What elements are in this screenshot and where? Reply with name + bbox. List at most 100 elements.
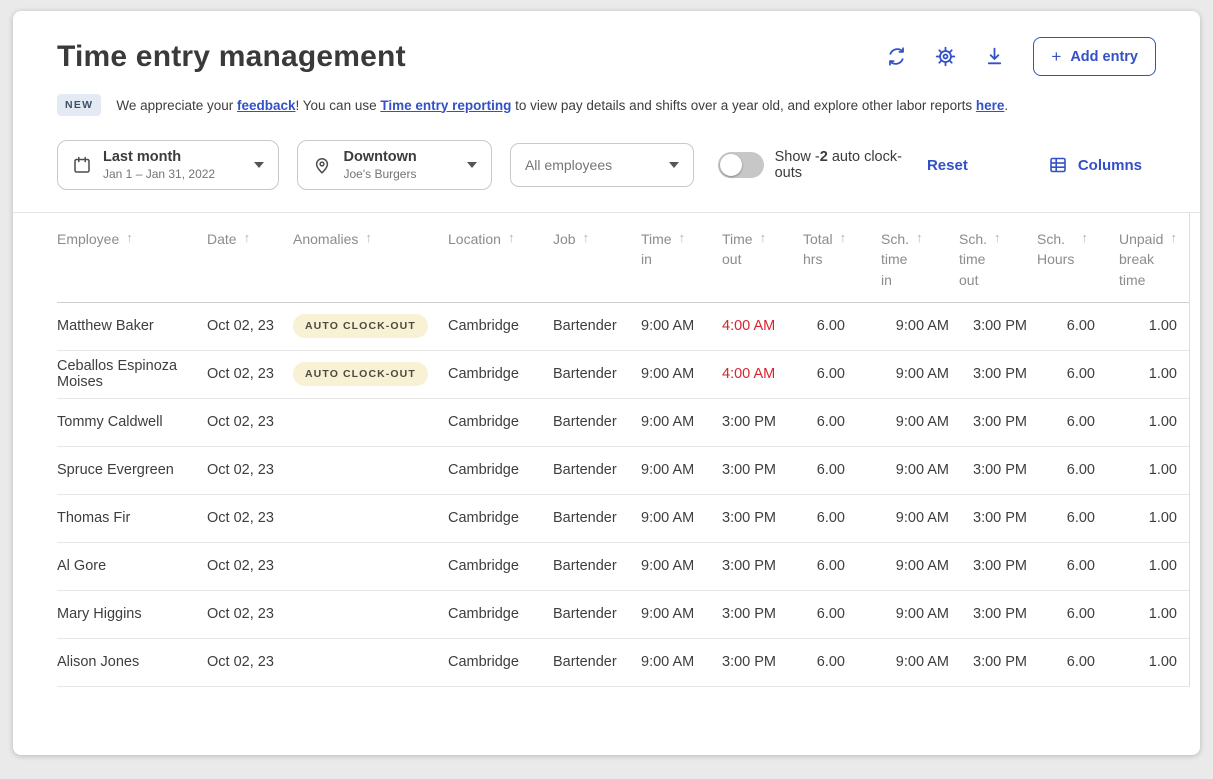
cell-job: Bartender <box>553 462 617 479</box>
download-button[interactable] <box>984 46 1005 67</box>
banner-link[interactable]: feedback <box>236 97 296 113</box>
column-header-date[interactable]: Date ↑ <box>207 229 293 249</box>
column-header-time_in[interactable]: Time in ↑ <box>641 229 722 270</box>
cell-sch_time_out: 3:00 PM <box>973 318 1027 335</box>
table-header-row: Employee ↑ Date ↑ Anomalies ↑ Location ↑ Job ↑ Tim… <box>57 213 1189 303</box>
employees-filter[interactable]: All employees <box>509 143 694 187</box>
cell-anomalies: AUTO CLOCK-OUT <box>293 307 448 345</box>
banner-text-segment: . <box>1004 97 1009 113</box>
cell-time_in: 9:00 AM <box>641 510 695 527</box>
table-row[interactable]: Matthew Baker Oct 02, 23 AUTO CLOCK-OUT Cam… <box>57 303 1189 351</box>
page-title: Time entry management <box>57 39 406 73</box>
cell-total_hrs: 6.00 <box>816 414 845 431</box>
sort-ascending-icon: ↑ <box>126 230 133 245</box>
cell-location: Cambridge <box>448 318 519 335</box>
cell-time_out: 3:00 PM <box>722 558 776 575</box>
sort-ascending-icon: ↑ <box>582 230 590 245</box>
header-actions: + Add entry <box>886 37 1156 76</box>
cell-job: Bartender <box>553 366 617 383</box>
table-body: Matthew Baker Oct 02, 23 AUTO CLOCK-OUT Cam… <box>57 303 1189 687</box>
cell-sch_time_in: 9:00 AM <box>895 510 949 527</box>
cell-date: Oct 02, 23 <box>207 462 274 479</box>
auto-clockouts-toggle[interactable] <box>717 152 764 178</box>
cell-location: Cambridge <box>448 462 519 479</box>
cell-unpaid_break_time: 1.00 <box>1148 558 1177 575</box>
location-pin-icon <box>312 155 332 175</box>
cell-date: Oct 02, 23 <box>207 510 274 527</box>
date-range-filter[interactable]: Last month Jan 1 – Jan 31, 2022 <box>57 140 280 190</box>
sort-ascending-icon: ↑ <box>1170 230 1177 245</box>
cell-sch_hours: 6.00 <box>1066 318 1095 335</box>
download-icon <box>984 46 1005 67</box>
column-header-anomalies[interactable]: Anomalies ↑ <box>293 229 448 249</box>
auto-clockouts-toggle-group: Show -2 auto clock-outs <box>717 149 909 181</box>
column-header-job[interactable]: Job ↑ <box>553 229 641 249</box>
column-header-label: Date <box>207 231 237 247</box>
reset-button[interactable]: Reset <box>926 156 968 174</box>
sort-ascending-icon: ↑ <box>994 230 1001 245</box>
table-row[interactable]: Tommy Caldwell Oct 02, 23 Cambridge Bartend… <box>57 399 1189 447</box>
table-row[interactable]: Spruce Evergreen Oct 02, 23 Cambridge Barte… <box>57 447 1189 495</box>
table-row[interactable]: Al Gore Oct 02, 23 Cambridge Bartender 9:00 … <box>57 543 1189 591</box>
cell-date: Oct 02, 23 <box>207 558 274 575</box>
add-entry-button[interactable]: + Add entry <box>1033 37 1156 76</box>
refresh-icon <box>886 46 907 67</box>
table-row[interactable]: Ceballos Espinoza Moises Oct 02, 23 AUTO C… <box>57 351 1189 399</box>
location-secondary: Joe's Burgers <box>343 166 417 181</box>
cell-date: Oct 02, 23 <box>207 654 274 671</box>
cell-anomalies <box>293 463 448 477</box>
settings-button[interactable] <box>935 46 956 67</box>
column-header-total_hrs[interactable]: Total hrs ↑ <box>803 229 881 270</box>
cell-sch_time_in: 9:00 AM <box>895 558 949 575</box>
column-header-time_out[interactable]: Time out ↑ <box>722 229 803 270</box>
filter-bar: Last month Jan 1 – Jan 31, 2022 Downtown… <box>13 132 1200 213</box>
table-row[interactable]: Mary Higgins Oct 02, 23 Cambridge Bartender… <box>57 591 1189 639</box>
cell-job: Bartender <box>553 606 617 623</box>
columns-button[interactable]: Columns <box>1048 155 1142 175</box>
refresh-button[interactable] <box>886 46 907 67</box>
cell-unpaid_break_time: 1.00 <box>1148 606 1177 623</box>
cell-time_in: 9:00 AM <box>641 462 695 479</box>
date-range-secondary: Jan 1 – Jan 31, 2022 <box>103 166 216 181</box>
cell-job: Bartender <box>553 318 617 335</box>
chevron-down-icon <box>254 162 265 168</box>
cell-total_hrs: 6.00 <box>816 558 845 575</box>
column-header-sch_hours[interactable]: Sch. Hours ↑ <box>1037 229 1119 270</box>
location-text: Downtown Joe's Burgers <box>343 148 416 182</box>
cell-location: Cambridge <box>448 558 519 575</box>
cell-total_hrs: 6.00 <box>816 510 845 527</box>
cell-employee: Spruce Evergreen <box>57 462 174 479</box>
cell-time_in: 9:00 AM <box>641 654 695 671</box>
banner-text: We appreciate your feedback! You can use… <box>116 98 1008 113</box>
calendar-icon <box>72 155 92 175</box>
banner-link[interactable]: here <box>975 97 1005 113</box>
cell-total_hrs: 6.00 <box>816 366 845 383</box>
cell-sch_hours: 6.00 <box>1066 414 1095 431</box>
table-row[interactable]: Alison Jones Oct 02, 23 Cambridge Bartender… <box>57 639 1189 687</box>
column-header-employee[interactable]: Employee ↑ <box>57 229 207 249</box>
cell-sch_time_out: 3:00 PM <box>973 654 1027 671</box>
column-header-sch_time_out[interactable]: Sch. time out ↑ <box>959 229 1037 290</box>
cell-anomalies <box>293 415 448 429</box>
plus-icon: + <box>1051 47 1062 66</box>
announcement-banner: NEW We appreciate your feedback! You can… <box>13 84 1200 132</box>
cell-employee: Alison Jones <box>57 654 140 671</box>
column-header-sch_time_in[interactable]: Sch. time in ↑ <box>881 229 959 290</box>
cell-sch_time_out: 3:00 PM <box>973 462 1027 479</box>
column-header-label: Unpaid break time <box>1119 231 1164 288</box>
cell-anomalies <box>293 655 448 669</box>
time-entry-management-panel: Time entry management <box>13 11 1200 755</box>
location-filter[interactable]: Downtown Joe's Burgers <box>297 140 492 190</box>
cell-location: Cambridge <box>448 606 519 623</box>
cell-time_in: 9:00 AM <box>641 366 695 383</box>
table-row[interactable]: Thomas Fir Oct 02, 23 Cambridge Bartender 9:… <box>57 495 1189 543</box>
column-header-location[interactable]: Location ↑ <box>448 229 553 249</box>
banner-link[interactable]: Time entry reporting <box>380 97 512 113</box>
cell-time_in: 9:00 AM <box>641 318 695 335</box>
column-header-unpaid_break_time[interactable]: Unpaid break time ↑ <box>1119 229 1187 290</box>
chevron-down-icon <box>466 162 477 168</box>
cell-sch_hours: 6.00 <box>1066 654 1095 671</box>
cell-location: Cambridge <box>448 654 519 671</box>
cell-employee: Al Gore <box>57 558 107 575</box>
cell-date: Oct 02, 23 <box>207 366 274 383</box>
